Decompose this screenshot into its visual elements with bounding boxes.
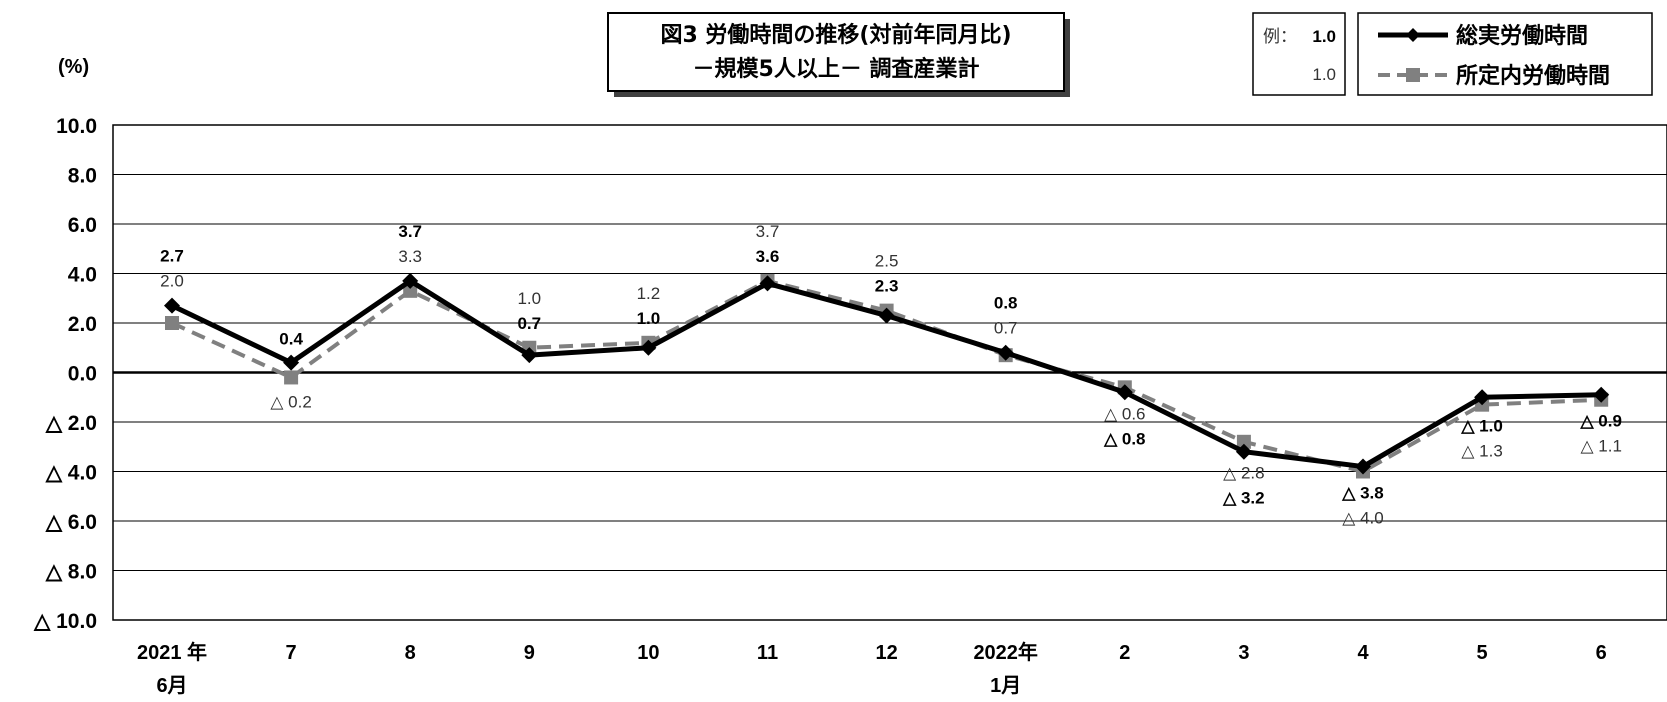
series1-data-label: △ 3.8 <box>1341 484 1383 503</box>
series1-point <box>1116 384 1133 401</box>
legend-series1-label: 総実労働時間 <box>1456 23 1588 49</box>
series1-point <box>997 344 1014 361</box>
series2-data-label: 3.7 <box>756 222 780 241</box>
series1-point <box>402 272 419 289</box>
legend-series2-marker <box>1406 68 1420 82</box>
series1-data-label: △ 1.0 <box>1460 417 1502 436</box>
x-tick-label: 5 <box>1477 642 1488 664</box>
x-tick-label: 2021 年 <box>137 640 207 664</box>
x-tick-label: 2 <box>1119 642 1130 664</box>
x-tick-label: 11 <box>757 642 778 664</box>
x-tick-label: 9 <box>524 642 535 664</box>
series1-data-label: 0.8 <box>994 294 1018 313</box>
series1-data-label: 2.3 <box>875 277 899 296</box>
x-axis-ticks: 2021 年 6月 7 8 9 10 11 12 2022年 1月 2 3 4 5 6 <box>137 640 1607 697</box>
legend: 総実労働時間 所定内労働時間 <box>1357 12 1653 96</box>
series1-point <box>1593 386 1610 403</box>
x-tick-label: 3 <box>1238 642 1249 664</box>
series2-data-label: 2.0 <box>160 272 184 291</box>
series1-data-label: 0.7 <box>517 314 541 333</box>
series1-point <box>164 297 180 314</box>
series1-data-label: 3.7 <box>398 222 422 241</box>
y-tick-label: △ 8.0 <box>45 561 97 584</box>
series1-point <box>878 307 895 324</box>
x-tick-label: 6 <box>1596 642 1607 664</box>
y-tick-label: 10.0 <box>56 115 97 138</box>
series2-data-label: 2.5 <box>875 252 899 271</box>
series1-point <box>1474 389 1491 406</box>
y-axis-ticks: 10.0 8.0 6.0 4.0 2.0 0.0 △ 2.0 △ 4.0 △ 6.0 △ 8.0 △… <box>33 115 97 633</box>
y-tick-label: 0.0 <box>68 363 97 386</box>
series2-data-label: △ 0.2 <box>270 392 311 411</box>
series2-point <box>284 370 299 385</box>
y-unit-label: (%) <box>58 56 89 78</box>
example-bold-value: 1.0 <box>1312 27 1336 46</box>
series1-point <box>1355 458 1371 475</box>
series1-data-label: 2.7 <box>160 247 184 266</box>
label-example-box: 例： 1.0 1.0 <box>1252 12 1346 96</box>
y-tick-label: △ 2.0 <box>45 412 97 435</box>
series2-point <box>165 316 179 330</box>
chart-title-line2: －規模5人以上－ 調査産業計 <box>693 56 980 82</box>
series2-data-label: △ 2.8 <box>1223 464 1264 483</box>
series1-data-label: 0.4 <box>279 330 303 349</box>
series1-point <box>521 347 538 364</box>
data-labels: 2.7 2.0 0.4 △ 0.2 3.7 3.3 0.7 1.0 1.0 1.2 3.6 3.7 2.… <box>160 222 1622 528</box>
grid-lines <box>113 174 1667 571</box>
series2-data-label: 3.3 <box>398 247 422 266</box>
series1-data-label: 1.0 <box>637 309 661 328</box>
series2-data-label: 1.0 <box>517 289 541 308</box>
series2-data-label: 0.7 <box>994 319 1018 338</box>
example-light-value: 1.0 <box>1312 65 1336 84</box>
series1-data-label: △ 0.9 <box>1579 412 1621 431</box>
y-tick-label: △ 10.0 <box>33 610 97 633</box>
y-tick-label: 6.0 <box>68 214 97 237</box>
series1-data-label: △ 0.8 <box>1103 429 1145 448</box>
x-tick-label: 12 <box>875 642 897 664</box>
chart-title-line1: 図3 労働時間の推移(対前年同月比) <box>660 22 1011 48</box>
series2-point <box>1236 434 1251 449</box>
chart-title-box: 図3 労働時間の推移(対前年同月比) －規模5人以上－ 調査産業計 <box>607 12 1070 97</box>
series1-point <box>1235 443 1252 460</box>
y-tick-label: 4.0 <box>68 264 97 287</box>
series2-data-label: △ 4.0 <box>1342 509 1383 528</box>
series-layer <box>164 272 1610 479</box>
x-tick-label: 8 <box>405 642 416 664</box>
series1-point <box>759 275 776 292</box>
y-tick-label: 8.0 <box>68 165 97 188</box>
example-prefix: 例： <box>1263 27 1297 46</box>
series2-data-label: △ 1.3 <box>1461 442 1502 461</box>
legend-series1-marker <box>1406 28 1420 42</box>
x-tick-label: 7 <box>286 642 297 664</box>
y-tick-label: 2.0 <box>68 313 97 336</box>
x-tick-label: 4 <box>1357 642 1369 664</box>
series1-point <box>283 354 300 371</box>
x-tick-label: 10 <box>637 642 659 664</box>
y-tick-label: △ 6.0 <box>45 511 97 534</box>
series2-data-label: △ 0.6 <box>1104 404 1145 423</box>
series1-data-label: 3.6 <box>756 247 780 266</box>
series1-data-label: △ 3.2 <box>1222 489 1264 508</box>
x-tick-sublabel: 6月 <box>156 675 187 697</box>
legend-series2-label: 所定内労働時間 <box>1456 63 1610 89</box>
y-tick-label: △ 4.0 <box>45 462 97 485</box>
x-tick-sublabel: 1月 <box>990 675 1021 697</box>
x-tick-label: 2022年 <box>973 640 1038 664</box>
series1-point <box>640 339 657 356</box>
series2-data-label: △ 1.1 <box>1580 437 1621 456</box>
series2-data-label: 1.2 <box>637 284 661 303</box>
series2-point <box>403 283 418 298</box>
